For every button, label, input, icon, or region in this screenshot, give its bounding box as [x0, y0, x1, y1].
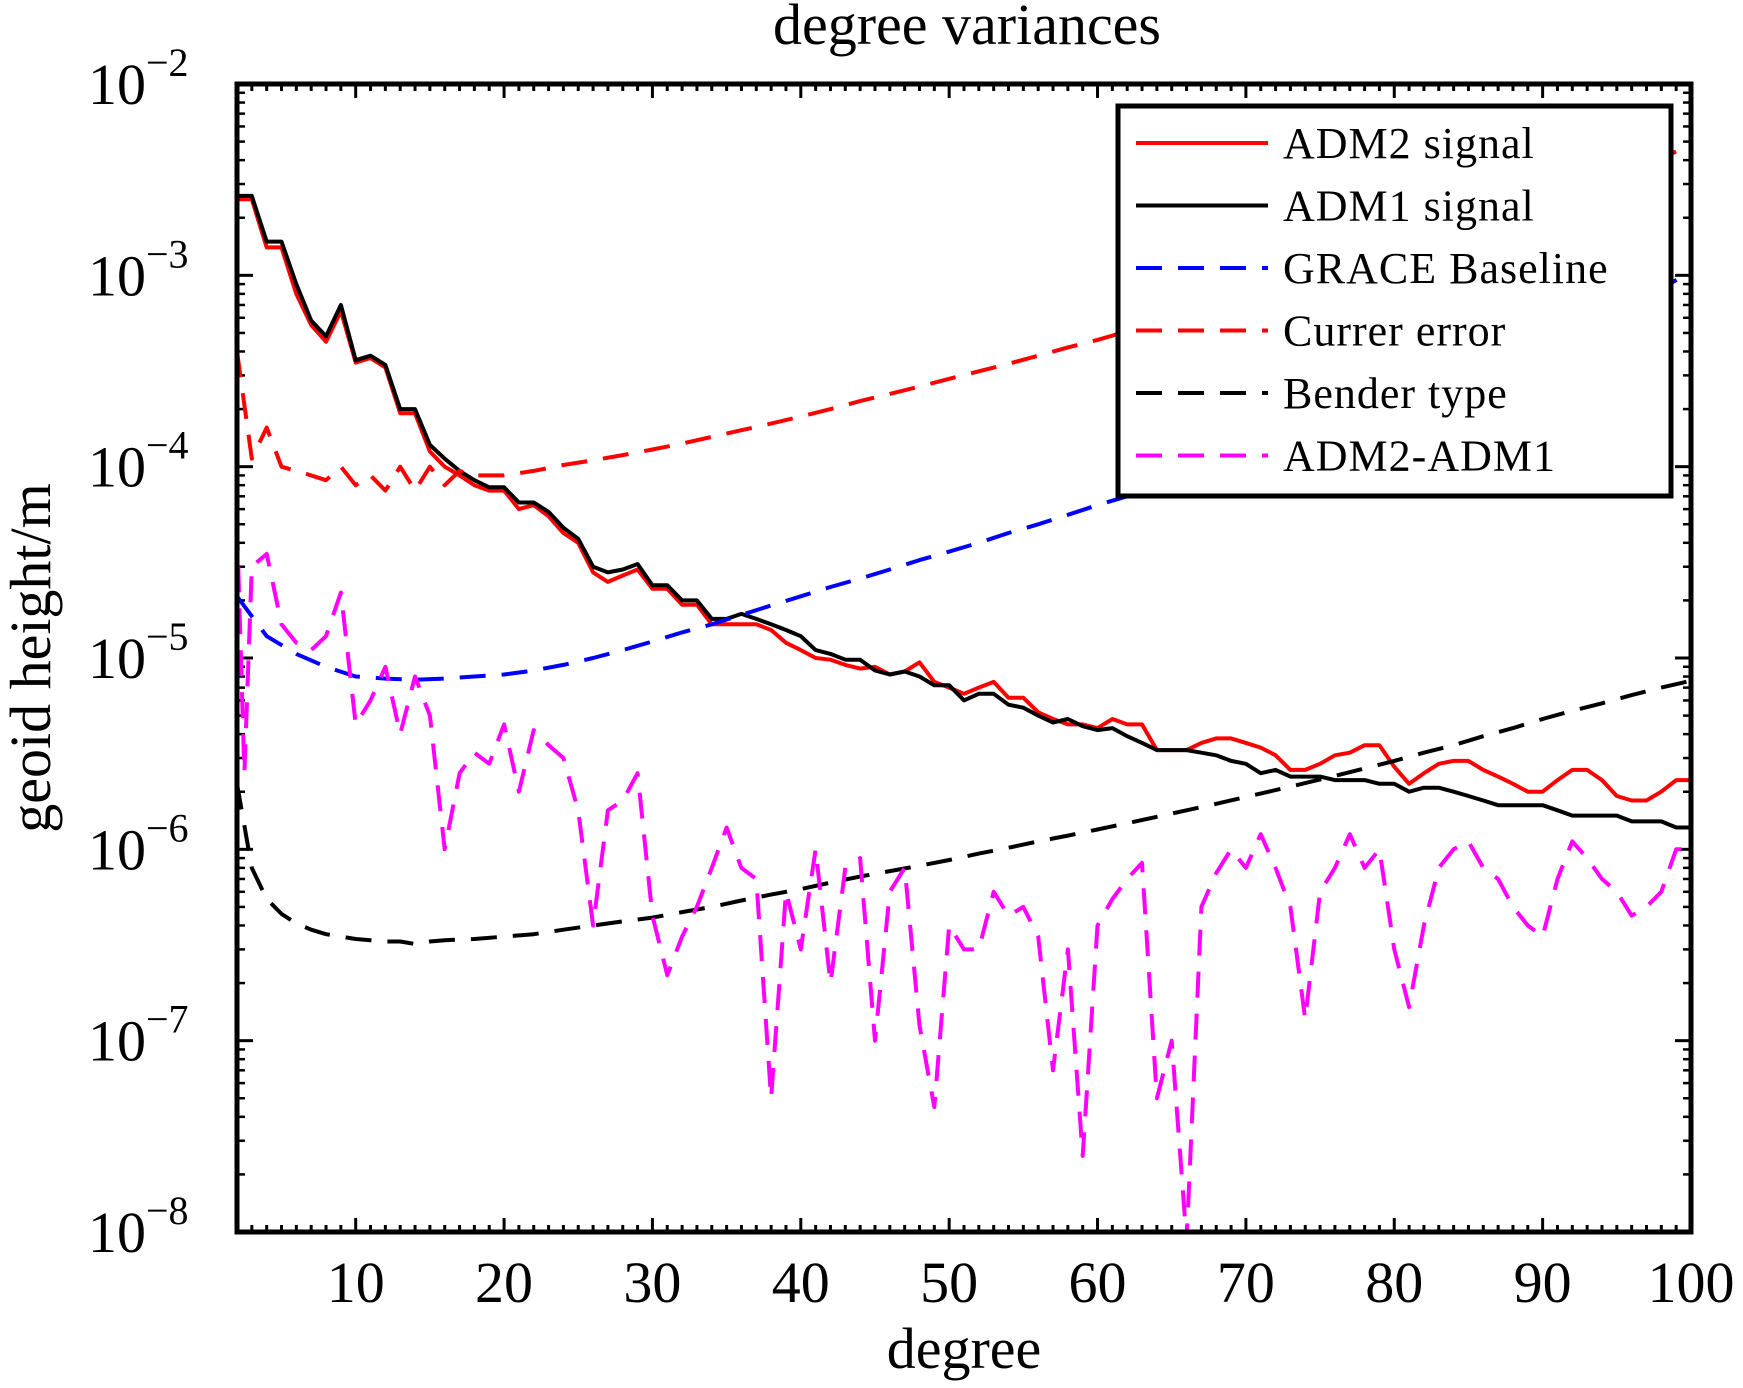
- y-tick-label: 10−8: [88, 1188, 189, 1265]
- chart-title: degree variances: [773, 0, 1161, 57]
- x-tick-label: 10: [327, 1250, 385, 1315]
- y-tick-labels: 10−8 10−7 10−6 10−5 10−4 10−3 10−2: [88, 40, 189, 1265]
- x-tick-label: 50: [920, 1250, 978, 1315]
- y-tick-exponent: −2: [146, 40, 189, 85]
- x-tick-label: 80: [1365, 1250, 1423, 1315]
- y-tick-exponent: −6: [146, 805, 189, 850]
- series-line-adm2-adm1: [237, 524, 1691, 1232]
- y-axis-label: geoid height/m: [0, 483, 63, 833]
- y-tick-exponent: −3: [146, 231, 189, 276]
- y-tick-exponent: −7: [146, 997, 189, 1042]
- series-line-adm1-signal: [237, 193, 1691, 830]
- y-tick-exponent: −5: [146, 614, 189, 659]
- x-tick-label: 20: [475, 1250, 533, 1315]
- legend-label: Currer error: [1283, 307, 1506, 356]
- x-axis-label: degree: [887, 1316, 1042, 1381]
- x-tick-label: 40: [772, 1250, 830, 1315]
- y-tick-exponent: −8: [146, 1188, 189, 1233]
- series-layer: [237, 143, 1691, 1232]
- x-tick-label: 100: [1648, 1250, 1735, 1315]
- y-tick-label: 10−2: [88, 40, 189, 117]
- legend: ADM2 signal ADM1 signal GRACE Baseline Curr…: [1115, 103, 1674, 499]
- series-line-adm2-signal: [237, 197, 1691, 803]
- x-tick-labels: 10 20 30 40 50 60 70 80 90 100: [327, 1250, 1735, 1315]
- legend-label: Bender type: [1283, 369, 1508, 418]
- y-tick-label: 10−6: [88, 805, 189, 882]
- y-tick-exponent: −4: [146, 423, 189, 468]
- plot-frame: [234, 81, 1694, 1235]
- series-line-currer-error: [237, 143, 1691, 493]
- legend-label: GRACE Baseline: [1283, 244, 1609, 293]
- y-tick-label: 10−4: [88, 423, 189, 500]
- legend-items: ADM2 signal ADM1 signal GRACE Baseline Curr…: [1136, 119, 1609, 481]
- x-tick-label: 30: [623, 1250, 681, 1315]
- legend-label: ADM1 signal: [1283, 182, 1535, 231]
- y-tick-label: 10−7: [88, 997, 189, 1074]
- x-tick-label: 60: [1069, 1250, 1127, 1315]
- legend-label: ADM2 signal: [1283, 119, 1535, 168]
- legend-box: [1115, 103, 1674, 499]
- legend-label: ADM2-ADM1: [1283, 432, 1556, 481]
- y-tick-label: 10−5: [88, 614, 189, 691]
- x-tick-label: 70: [1217, 1250, 1275, 1315]
- x-tick-label: 90: [1514, 1250, 1572, 1315]
- y-tick-label: 10−3: [88, 231, 189, 308]
